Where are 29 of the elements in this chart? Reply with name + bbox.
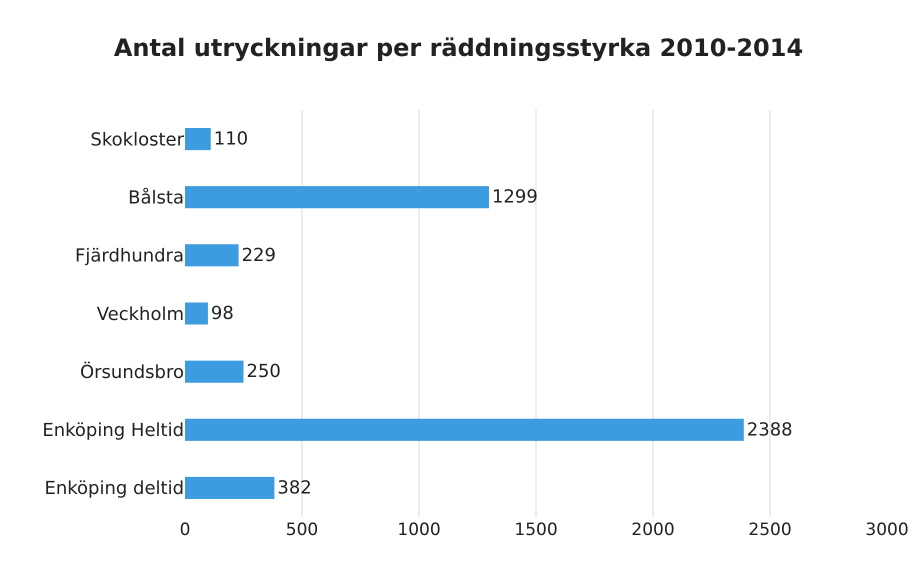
y-tick-label: Fjärdhundra	[75, 246, 184, 267]
x-tick-label: 500	[286, 520, 318, 540]
bar	[185, 476, 274, 499]
data-label: 2388	[746, 419, 793, 440]
bar	[185, 360, 244, 383]
data-label: 250	[246, 361, 281, 382]
y-tick-label: Bålsta	[128, 188, 184, 209]
y-tick-label: Veckholm	[96, 304, 184, 325]
x-tick-label: 1500	[514, 520, 558, 540]
x-tick-label: 3000	[865, 520, 909, 540]
data-label: 110	[214, 128, 248, 150]
data-label: 382	[277, 477, 312, 498]
y-tick-label: Skokloster	[90, 129, 185, 150]
bar	[185, 302, 208, 325]
bar	[185, 128, 211, 150]
x-tick-label: 1000	[397, 520, 441, 540]
y-tick-label: Örsundsbro	[80, 360, 184, 383]
y-tick-label: Enköping deltid	[44, 478, 184, 500]
data-label: 229	[242, 244, 276, 266]
y-tick-label: Enköping Heltid	[42, 420, 184, 442]
x-tick-label: 2000	[631, 520, 675, 540]
bar	[185, 186, 489, 208]
x-tick-label: 0	[180, 520, 190, 540]
bar	[185, 244, 239, 266]
bar	[185, 418, 744, 441]
chart-title: Antal utryckningar per räddningsstyrka 2010-2014	[114, 34, 804, 62]
x-tick-label: 2500	[748, 520, 792, 540]
data-label: 1299	[492, 186, 538, 208]
data-label: 98	[210, 303, 234, 324]
